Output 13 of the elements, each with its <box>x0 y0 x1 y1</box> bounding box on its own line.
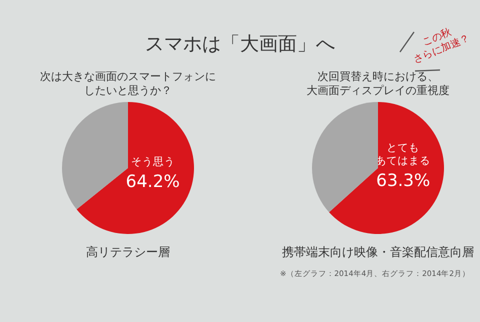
pie-slice <box>329 102 444 234</box>
pie-slice <box>312 102 378 212</box>
data-label: 63.3% <box>376 171 430 192</box>
text: スマホは「大画面」へ <box>145 33 335 55</box>
pie-slice <box>62 102 128 210</box>
data-label: 64.2% <box>126 172 180 192</box>
pie-slice <box>76 102 194 234</box>
slice-label: そう思う <box>130 156 175 168</box>
chart-subtitle: 次回買替え時における、大画面ディスプレイの重視度 <box>306 70 450 97</box>
chart-subtitle: 次は大きな画面のスマートフォンにしたいと思うか？ <box>40 70 216 97</box>
text: 高リテラシー層 <box>86 245 170 259</box>
text: 携帯端末向け映像・音楽配信意向層 <box>282 245 474 259</box>
text: この秋さらに加速？ <box>411 26 472 66</box>
